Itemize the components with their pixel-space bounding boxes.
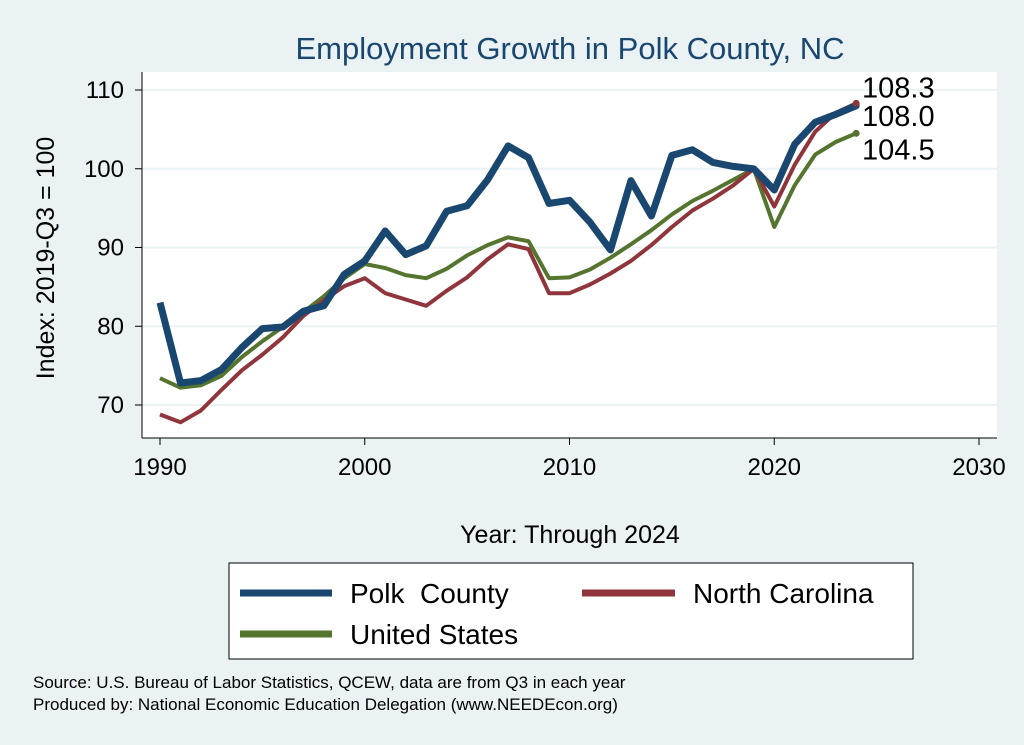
x-tick-label: 2020 [748,454,801,481]
y-ticks: 70 80 90 100 110 [84,77,142,419]
end-label-1: 108.3 [862,72,935,104]
end-marker-1 [852,99,860,107]
x-tick-label: 2000 [338,454,391,481]
y-tick-label: 90 [97,235,124,262]
x-ticks: 1990 2000 2010 2020 2030 [133,438,1006,481]
series-line-0 [156,102,858,387]
legend-box [228,562,914,660]
series-line-2 [159,131,857,390]
y-tick-label: 70 [97,392,124,419]
grid [142,89,997,406]
legend-label-nc: North Carolina [693,578,874,609]
y-tick-label: 100 [84,156,124,183]
y-tick-label: 80 [97,313,124,340]
series-lines [156,101,858,425]
x-tick-label: 2010 [543,454,596,481]
x-axis-title: Year: Through 2024 [460,521,680,549]
series-line-1 [159,101,857,425]
end-label-2: 104.5 [862,134,935,166]
chart-title: Employment Growth in Polk County, NC [295,31,844,66]
legend-label-us: United States [350,619,518,650]
end-marker-2 [852,129,860,137]
source-note: Source: U.S. Bureau of Labor Statistics,… [33,673,626,692]
x-tick-label: 1990 [133,454,186,481]
x-tick-label: 2030 [952,454,1005,481]
producer-note: Produced by: National Economic Education… [33,695,618,714]
end-label-0: 108.0 [862,101,935,133]
y-tick-label: 110 [86,77,124,104]
y-axis-title: Index: 2019-Q3 = 100 [32,137,60,380]
legend: Polk County North Carolina United States [228,562,914,660]
legend-label-polk: Polk County [350,578,509,609]
